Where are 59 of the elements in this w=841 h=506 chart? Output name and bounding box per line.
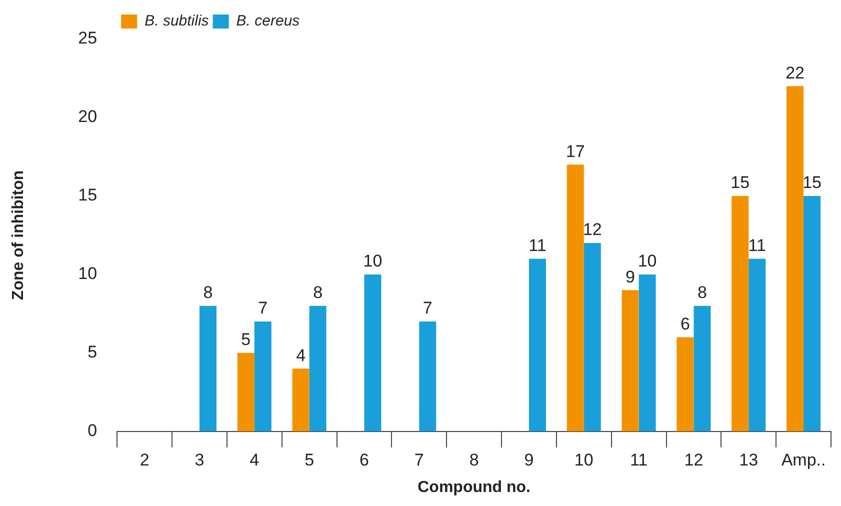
bar bbox=[199, 306, 217, 432]
data-label: 11 bbox=[748, 236, 766, 255]
bar bbox=[694, 306, 711, 432]
data-label: 12 bbox=[582, 220, 602, 240]
data-label: 10 bbox=[638, 252, 657, 271]
bar bbox=[292, 368, 310, 432]
bar bbox=[528, 258, 546, 432]
legend-label: B. subtilis bbox=[144, 12, 210, 30]
data-label: 11 bbox=[528, 236, 546, 255]
data-label: 15 bbox=[730, 173, 750, 192]
bar bbox=[237, 352, 254, 432]
y-tick-label: 0 bbox=[88, 421, 98, 440]
y-tick-label: 10 bbox=[78, 264, 98, 284]
data-label: 7 bbox=[258, 298, 268, 318]
bar bbox=[804, 196, 821, 432]
x-tick-label: 4 bbox=[250, 450, 260, 470]
data-label: 8 bbox=[313, 283, 323, 302]
data-label: 22 bbox=[786, 63, 804, 82]
data-label: 8 bbox=[203, 283, 213, 302]
y-tick-label: 25 bbox=[78, 28, 98, 48]
data-label: 9 bbox=[626, 267, 636, 286]
bar bbox=[622, 290, 639, 432]
x-tick-label: 11 bbox=[630, 450, 648, 470]
x-tick-label: 10 bbox=[574, 450, 594, 470]
y-axis-title: Zone of inhibiton bbox=[10, 170, 28, 300]
x-tick-label: 13 bbox=[739, 450, 758, 470]
data-label: 15 bbox=[802, 173, 822, 192]
bar bbox=[786, 86, 804, 432]
bar bbox=[748, 258, 766, 432]
data-label: 7 bbox=[422, 298, 432, 318]
x-tick-label: 8 bbox=[469, 450, 479, 470]
data-label: 8 bbox=[697, 283, 707, 302]
x-tick-label: 5 bbox=[304, 450, 314, 470]
x-axis-title: Compound no. bbox=[418, 478, 530, 496]
x-tick-label: 6 bbox=[359, 450, 369, 470]
x-tick-label: 7 bbox=[414, 450, 424, 470]
y-tick-label: 5 bbox=[88, 342, 98, 362]
bar bbox=[676, 337, 694, 432]
bar bbox=[584, 243, 601, 432]
bar bbox=[364, 274, 382, 432]
data-label: 5 bbox=[241, 330, 251, 350]
x-tick-label: 9 bbox=[524, 450, 534, 470]
bar bbox=[309, 306, 326, 432]
data-label: 6 bbox=[680, 314, 690, 334]
data-label: 4 bbox=[296, 346, 306, 365]
bar bbox=[254, 322, 272, 432]
bar bbox=[566, 164, 584, 432]
bar bbox=[419, 322, 436, 432]
x-tick-label: Amp.. bbox=[781, 450, 826, 470]
bar bbox=[638, 274, 656, 432]
x-tick-label: 12 bbox=[684, 450, 704, 470]
legend-label: B. cereus bbox=[236, 12, 300, 30]
y-tick-label: 20 bbox=[78, 107, 98, 126]
x-tick-label: 3 bbox=[194, 450, 204, 470]
x-tick-label: 2 bbox=[140, 450, 150, 470]
bar bbox=[732, 196, 749, 432]
y-tick-label: 15 bbox=[78, 186, 98, 205]
data-label: 10 bbox=[363, 252, 382, 271]
data-label: 17 bbox=[566, 142, 585, 161]
